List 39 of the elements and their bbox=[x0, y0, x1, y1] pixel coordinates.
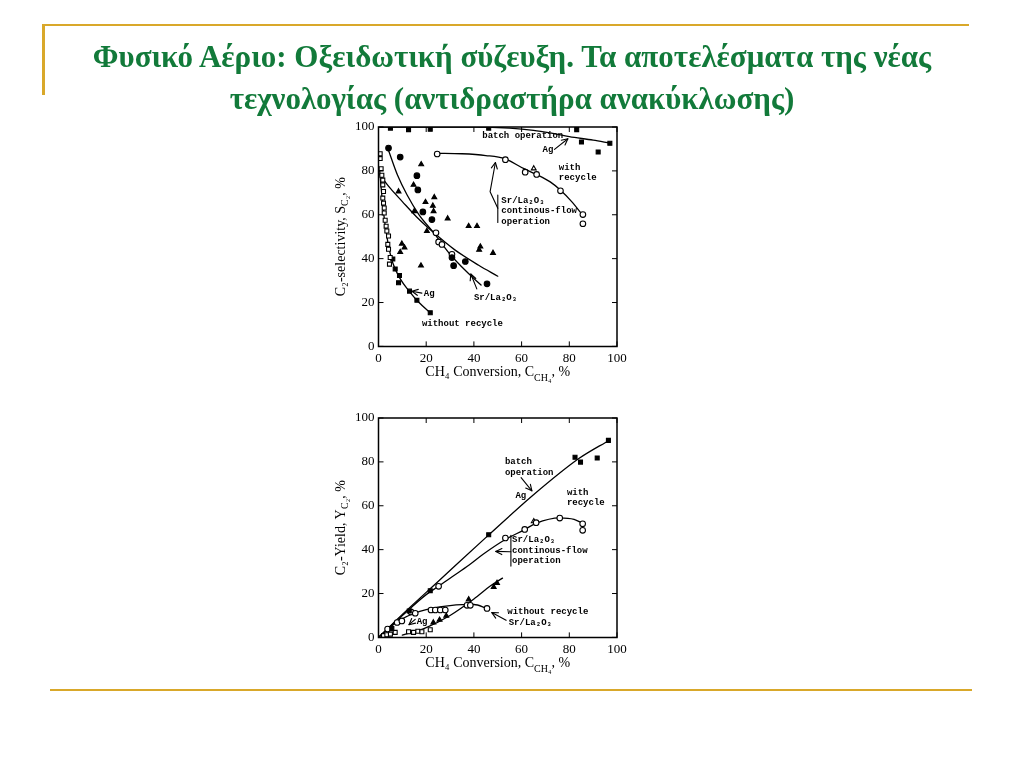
y-tick-label: 40 bbox=[361, 250, 375, 266]
y-tick-label: 60 bbox=[361, 497, 375, 513]
annotation: Ag bbox=[416, 617, 428, 628]
y-tick-label: 100 bbox=[355, 409, 375, 425]
annotation: Sr/La₂O₃ bbox=[508, 618, 552, 629]
annotation: batch operation bbox=[504, 457, 554, 478]
annotation: batch operation bbox=[482, 131, 564, 142]
annotation: Ag bbox=[542, 144, 554, 155]
x-tick-label: 60 bbox=[515, 349, 529, 365]
x-tick-label: 60 bbox=[515, 640, 529, 656]
y-axis-title: C₂-selectivity, SC₂, % bbox=[332, 176, 350, 297]
annotation: Ag bbox=[515, 491, 527, 502]
annotation: without recycle bbox=[507, 607, 589, 617]
x-tick-label: 40 bbox=[467, 349, 481, 365]
y-axis-title: C₂-Yield, YC₂, % bbox=[332, 479, 350, 576]
x-tick-label: 40 bbox=[467, 640, 481, 656]
x-tick-label: 20 bbox=[419, 640, 433, 656]
annotation: Sr/La₂O₃ continous-flow operation bbox=[512, 535, 589, 567]
annotation: without recycle bbox=[421, 318, 503, 329]
x-tick-label: 20 bbox=[419, 349, 433, 365]
y-tick-label: 20 bbox=[361, 293, 375, 309]
y-tick-label: 80 bbox=[361, 162, 375, 178]
annotation: with recycle bbox=[558, 162, 597, 184]
x-tick-label: 80 bbox=[562, 349, 576, 365]
y-tick-label: 80 bbox=[361, 453, 375, 469]
annotation: Ag bbox=[423, 289, 435, 300]
y-tick-label: 100 bbox=[355, 118, 375, 134]
y-tick-label: 0 bbox=[368, 628, 375, 644]
annotation: Sr/La₂O₃ continous-flow operation bbox=[501, 195, 578, 227]
annotation: Sr/La₂O₃ bbox=[473, 292, 518, 303]
x-tick-label: 100 bbox=[607, 349, 627, 365]
x-tick-label: 80 bbox=[562, 640, 576, 656]
annotation: with recycle bbox=[566, 487, 605, 509]
y-tick-label: 60 bbox=[361, 206, 375, 222]
y-tick-label: 20 bbox=[361, 584, 375, 600]
y-tick-label: 0 bbox=[368, 337, 375, 353]
y-tick-label: 40 bbox=[361, 541, 375, 557]
chart-title: Φυσικό Αέριο: Οξειδωτική σύζευξη. Τα αποτελέσματα της νέας τεχνολογίας (αντιδραστήρα ανακύκλωσης) bbox=[91, 38, 933, 118]
x-tick-label: 100 bbox=[607, 640, 627, 656]
